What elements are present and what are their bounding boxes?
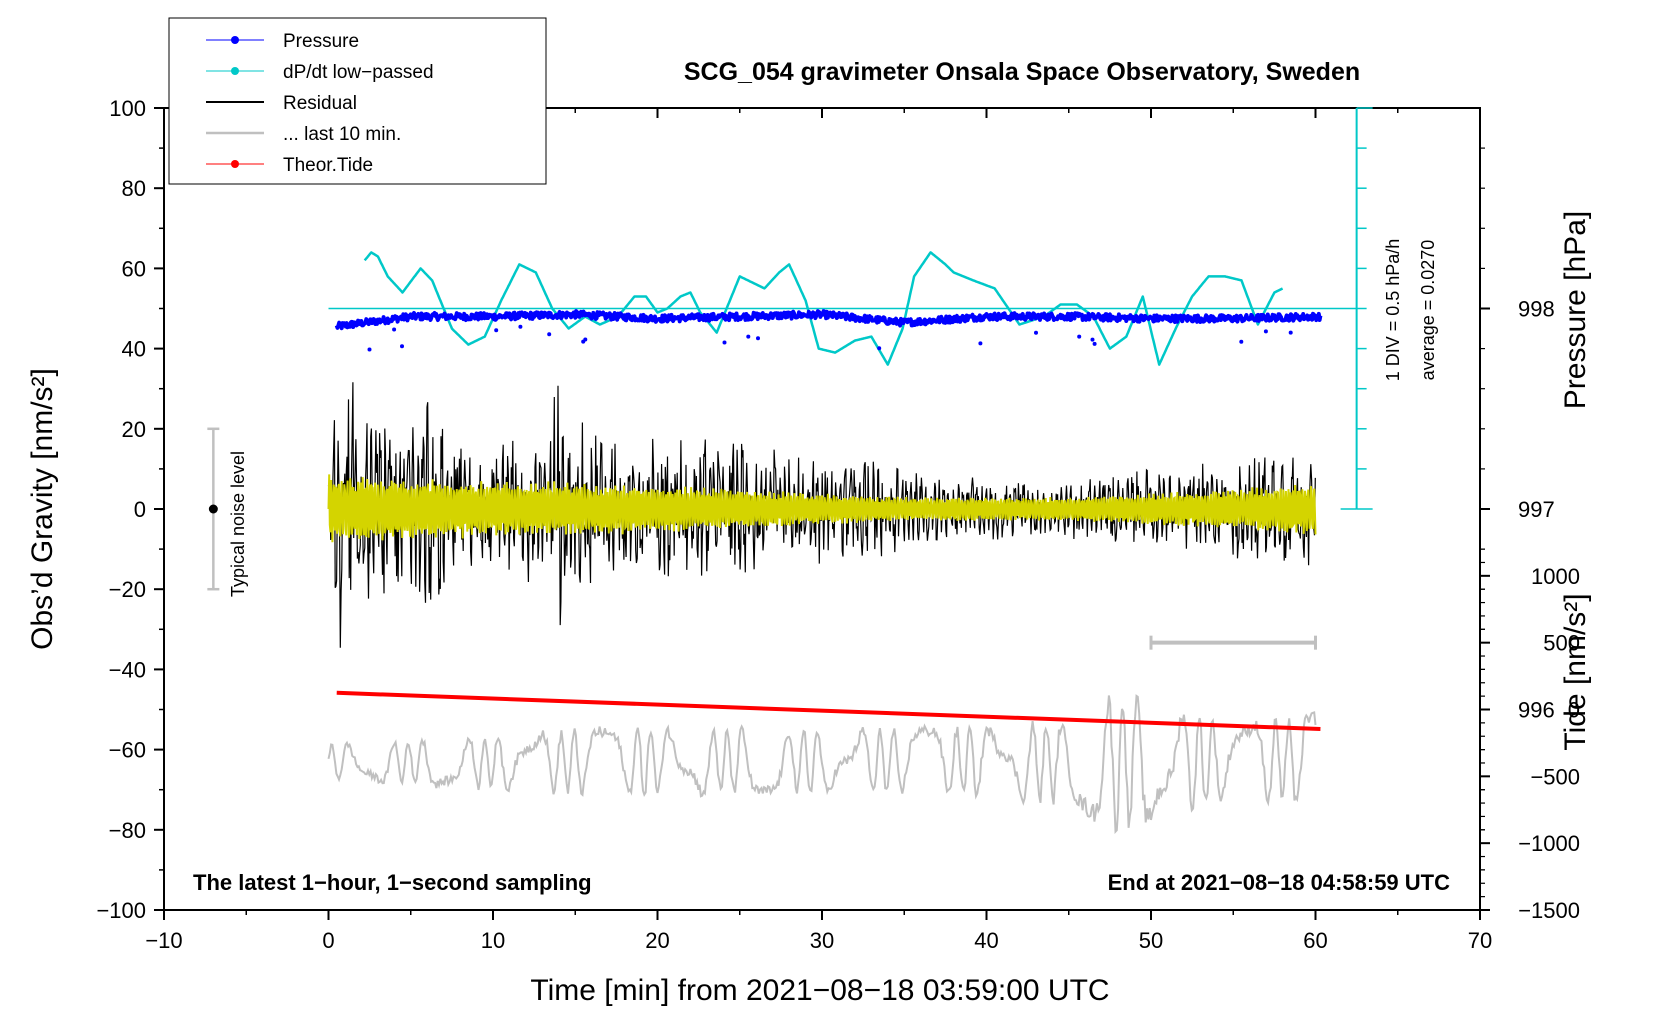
y-axis-left: −100 −80 −60 −40 −20 0 20 40 60 80 100 bbox=[96, 96, 164, 923]
y-tick-label: 40 bbox=[122, 337, 146, 362]
annotation-end-time: End at 2021−08−18 04:58:59 UTC bbox=[1108, 870, 1451, 895]
legend-item-pressure: Pressure bbox=[206, 31, 359, 52]
last-10-min-line bbox=[327, 694, 1317, 835]
x-tick-label: 30 bbox=[810, 928, 834, 953]
dpdt-line bbox=[363, 251, 1284, 366]
tide-tick-label: 0 bbox=[1568, 698, 1580, 723]
pressure-point bbox=[722, 340, 727, 345]
pressure-point bbox=[400, 344, 404, 349]
annotation-average: average = 0.0270 bbox=[1418, 240, 1438, 381]
legend-item-tide: Theor.Tide bbox=[206, 155, 373, 176]
pressure-point bbox=[494, 328, 499, 333]
y-axis-tide: −1500 −1000 −500 0 500 1000 bbox=[1480, 548, 1580, 923]
svg-text:Residual: Residual bbox=[283, 93, 357, 114]
x-tick-label: −10 bbox=[145, 928, 182, 953]
legend-item-residual: Residual bbox=[206, 93, 357, 114]
series-theor-tide bbox=[336, 690, 1321, 732]
series-dpdt bbox=[363, 251, 1284, 366]
svg-text:... last 10 min.: ... last 10 min. bbox=[283, 124, 401, 145]
series-pressure bbox=[334, 309, 1323, 352]
last-10-min-bar bbox=[1149, 635, 1317, 650]
legend: Pressure dP/dt low−passed Residual ... l… bbox=[168, 17, 547, 185]
y-tick-label: −20 bbox=[109, 577, 146, 602]
y-tick-label: 80 bbox=[122, 176, 146, 201]
pressure-point bbox=[518, 324, 523, 329]
y-tick-label: 20 bbox=[122, 417, 146, 442]
y-axis-pressure-label: Pressure [hPa] bbox=[1559, 211, 1592, 409]
tide-tick-label: −1000 bbox=[1518, 831, 1580, 856]
y-tick-label: −80 bbox=[109, 818, 146, 843]
noise-level-bar bbox=[207, 427, 220, 591]
x-axis: −10 0 10 20 30 40 50 60 70 bbox=[145, 108, 1492, 953]
pressure-point bbox=[877, 346, 882, 351]
pressure-tick-label: 998 bbox=[1518, 297, 1555, 322]
y-tick-label: 0 bbox=[134, 497, 146, 522]
x-axis-label: Time [min] from 2021−08−18 03:59:00 UTC bbox=[530, 974, 1109, 1007]
svg-text:Pressure: Pressure bbox=[283, 31, 359, 52]
y-axis-tide-label: Tide [nm/s²] bbox=[1559, 593, 1592, 750]
x-tick-label: 70 bbox=[1468, 928, 1492, 953]
annotation-noise-label: Typical noise level bbox=[228, 451, 248, 597]
x-tick-label: 40 bbox=[974, 928, 998, 953]
residual-overlay-line bbox=[327, 474, 1317, 543]
legend-item-last10: ... last 10 min. bbox=[206, 124, 401, 145]
tide-line bbox=[336, 690, 1321, 732]
annotation-div-label: 1 DIV = 0.5 hPa/h bbox=[1383, 239, 1403, 382]
pressure-point bbox=[1288, 330, 1293, 335]
tide-tick-label: −500 bbox=[1530, 764, 1580, 789]
y-axis-pressure: 996 997 998 bbox=[1480, 147, 1555, 871]
pressure-point bbox=[581, 339, 586, 344]
tide-tick-label: −1500 bbox=[1518, 898, 1580, 923]
pressure-point bbox=[1263, 329, 1268, 334]
pressure-point bbox=[756, 336, 760, 341]
series-residual-overlay bbox=[327, 474, 1317, 543]
y-tick-label: −60 bbox=[109, 738, 146, 763]
y-tick-label: 60 bbox=[122, 256, 146, 281]
pressure-line bbox=[334, 309, 1323, 331]
pressure-point bbox=[978, 341, 983, 346]
y-tick-label: 100 bbox=[109, 96, 146, 121]
pressure-point bbox=[1034, 330, 1038, 335]
pressure-point bbox=[367, 347, 372, 352]
tide-tick-label: 500 bbox=[1543, 631, 1580, 656]
svg-text:Theor.Tide: Theor.Tide bbox=[283, 155, 373, 176]
series-last-10-min bbox=[327, 694, 1317, 835]
x-tick-label: 20 bbox=[645, 928, 669, 953]
tide-tick-label: 1000 bbox=[1531, 564, 1580, 589]
x-tick-label: 10 bbox=[481, 928, 505, 953]
y-tick-label: −100 bbox=[96, 898, 146, 923]
pressure-point bbox=[1090, 337, 1095, 342]
pressure-point bbox=[547, 332, 552, 337]
pressure-tick-label: 996 bbox=[1518, 698, 1555, 723]
noise-bar-center bbox=[208, 504, 218, 514]
pressure-point bbox=[1239, 339, 1244, 344]
y-tick-label: −40 bbox=[109, 657, 146, 682]
pressure-tick-label: 997 bbox=[1518, 497, 1555, 522]
svg-text:dP/dt low−passed: dP/dt low−passed bbox=[283, 62, 434, 83]
x-tick-label: 0 bbox=[322, 928, 334, 953]
annotation-sampling: The latest 1−hour, 1−second sampling bbox=[193, 870, 592, 895]
y-axis-left-label: Obs’d Gravity [nm/s²] bbox=[26, 368, 59, 650]
chart-title: SCG_054 gravimeter Onsala Space Observat… bbox=[684, 58, 1360, 86]
pressure-point bbox=[392, 327, 397, 332]
legend-item-dpdt: dP/dt low−passed bbox=[206, 62, 434, 83]
x-tick-label: 60 bbox=[1303, 928, 1327, 953]
x-tick-label: 50 bbox=[1139, 928, 1163, 953]
pressure-point bbox=[746, 334, 751, 339]
pressure-point bbox=[1092, 341, 1097, 346]
pressure-point bbox=[1077, 334, 1082, 339]
